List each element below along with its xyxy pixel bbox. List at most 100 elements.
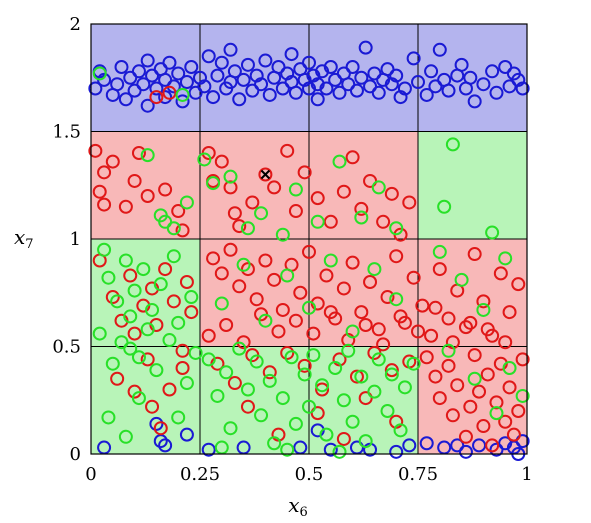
- point-blue: [476, 77, 491, 92]
- point-blue: [489, 442, 504, 457]
- point-blue: [428, 79, 443, 94]
- point-green: [223, 169, 238, 184]
- point-green: [114, 335, 129, 350]
- point-green: [92, 66, 107, 81]
- point-green: [454, 272, 469, 287]
- point-green: [153, 277, 168, 292]
- point-green: [232, 341, 247, 356]
- x-axis-label: x6: [288, 493, 308, 520]
- point-blue: [206, 90, 221, 105]
- point-green: [254, 206, 269, 221]
- point-red: [485, 438, 500, 453]
- point-green: [258, 313, 273, 328]
- point-blue: [419, 436, 434, 451]
- point-green: [249, 354, 264, 369]
- point-green: [240, 221, 255, 236]
- point-red: [127, 326, 142, 341]
- point-red: [166, 294, 181, 309]
- point-red: [271, 324, 286, 339]
- point-red: [424, 328, 439, 343]
- point-red: [310, 191, 325, 206]
- point-green: [171, 315, 186, 330]
- point-red: [441, 311, 456, 326]
- point-blue: [402, 438, 417, 453]
- point-red: [171, 204, 186, 219]
- point-green: [397, 380, 412, 395]
- point-green: [485, 225, 500, 240]
- point-green: [406, 356, 421, 371]
- point-blue: [380, 62, 395, 77]
- point-red: [502, 305, 517, 320]
- grid-lines: [91, 24, 527, 454]
- point-blue: [328, 72, 343, 87]
- point-red: [306, 326, 321, 341]
- point-red: [415, 298, 430, 313]
- point-blue: [140, 98, 155, 113]
- point-green: [502, 361, 517, 375]
- point-green: [367, 384, 382, 399]
- point-blue: [197, 79, 212, 94]
- point-green: [288, 416, 303, 431]
- point-red: [275, 302, 290, 317]
- point-red: [145, 399, 160, 414]
- x-tick-label: 1: [521, 464, 532, 485]
- point-red: [502, 380, 517, 395]
- point-red: [179, 275, 194, 289]
- point-red: [105, 154, 120, 169]
- point-green: [197, 152, 212, 167]
- point-red: [214, 266, 229, 281]
- point-blue: [118, 92, 133, 107]
- point-red: [476, 294, 491, 309]
- point-green: [140, 148, 155, 163]
- point-blue: [149, 416, 164, 431]
- point-red: [158, 182, 173, 197]
- point-red: [458, 429, 473, 444]
- query-point-marker: [260, 169, 271, 180]
- point-blue: [358, 40, 373, 55]
- point-blue: [271, 60, 286, 74]
- point-blue: [411, 75, 425, 90]
- point-green: [515, 388, 530, 403]
- point-red: [432, 391, 447, 406]
- point-red: [227, 376, 242, 391]
- point-red: [219, 318, 234, 332]
- point-red: [227, 206, 242, 221]
- point-red: [288, 313, 303, 328]
- point-green: [371, 352, 386, 367]
- point-blue: [110, 77, 125, 92]
- point-green: [201, 352, 216, 367]
- point-blue: [140, 53, 155, 68]
- point-red: [262, 365, 277, 380]
- point-green: [432, 244, 447, 259]
- point-blue: [258, 53, 273, 68]
- point-green: [184, 290, 199, 305]
- point-blue: [432, 42, 447, 57]
- point-red: [428, 369, 443, 384]
- point-green: [275, 227, 290, 242]
- x-tick-label: 0.5: [295, 464, 324, 485]
- point-red: [131, 146, 146, 160]
- point-green: [140, 322, 155, 337]
- point-red: [432, 262, 447, 277]
- point-blue: [472, 438, 487, 453]
- point-green: [315, 378, 330, 393]
- point-green: [389, 292, 404, 307]
- point-green: [101, 270, 116, 285]
- point-green: [358, 434, 373, 449]
- point-red: [123, 268, 138, 283]
- point-green: [219, 365, 234, 380]
- point-red: [384, 186, 399, 201]
- point-red: [389, 249, 404, 264]
- point-red: [323, 214, 338, 229]
- point-green: [441, 343, 456, 358]
- point-blue: [323, 442, 338, 457]
- point-blue: [131, 64, 146, 79]
- point-blue: [515, 434, 530, 449]
- point-red: [175, 223, 190, 238]
- point-green: [476, 302, 491, 317]
- point-green: [354, 369, 369, 384]
- point-green: [306, 348, 321, 363]
- point-green: [97, 242, 112, 257]
- point-red: [511, 404, 526, 418]
- point-red: [463, 315, 478, 330]
